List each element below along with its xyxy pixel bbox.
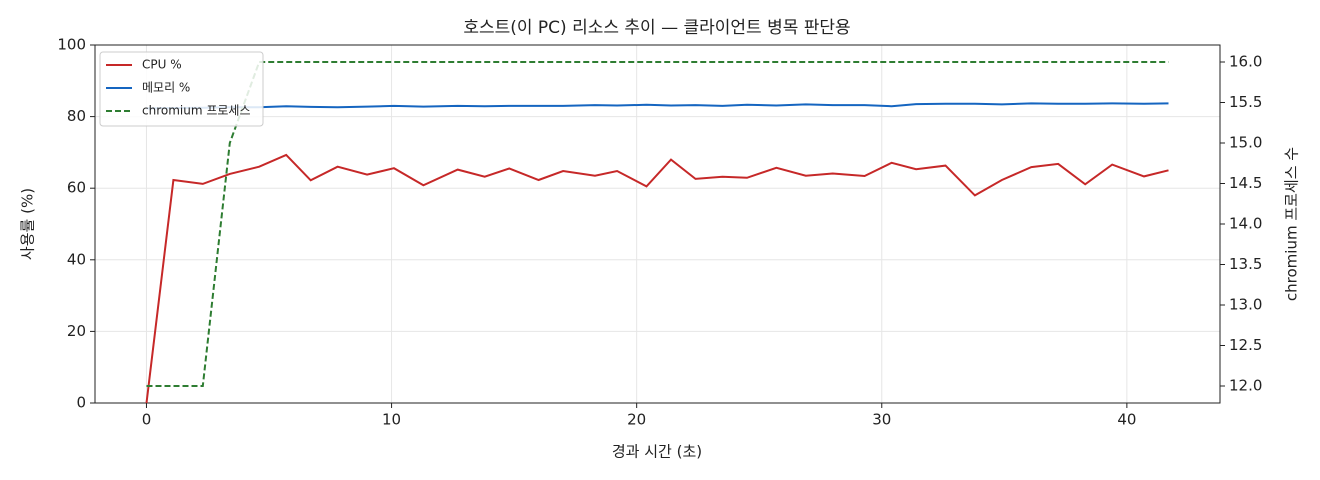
chart-title: 호스트(이 PC) 리소스 추이 — 클라이언트 병목 판단용	[463, 18, 850, 38]
series-line	[146, 102, 1169, 110]
series-line	[146, 61, 1169, 387]
y2-tick-label: 15.5	[1229, 93, 1262, 111]
legend: CPU % 메모리 % chromium 프로세스	[99, 51, 264, 127]
legend-label: 메모리 %	[142, 81, 190, 95]
y2-tick-label: 13.0	[1229, 295, 1262, 313]
x-tick-label: 30	[872, 411, 891, 429]
y2-axis-label: chromium 프로세스 수	[1283, 147, 1301, 301]
y2-tick-label: 14.5	[1229, 174, 1262, 192]
x-axis-label: 경과 시간 (초)	[612, 443, 702, 461]
y2-tick-label: 12.5	[1229, 336, 1262, 354]
y2-tick-label: 12.0	[1229, 376, 1262, 394]
y-tick-label: 100	[57, 36, 86, 54]
y-axis-label: 사용률 (%)	[19, 188, 37, 260]
legend-label: CPU %	[142, 58, 182, 72]
y2-tick-label: 14.0	[1229, 215, 1262, 233]
x-tick-label: 10	[382, 411, 401, 429]
y-tick-label: 40	[67, 250, 86, 268]
y-tick-label: 80	[67, 107, 86, 125]
y2-tick-label: 13.5	[1229, 255, 1262, 273]
x-tick-label: 20	[627, 411, 646, 429]
y-tick-label: 0	[76, 394, 86, 412]
series-line	[145, 153, 1169, 404]
x-tick-label: 40	[1117, 411, 1136, 429]
y2-tick-label: 16.0	[1229, 53, 1262, 71]
y2-tick-label: 15.0	[1229, 134, 1262, 152]
x-tick-label: 0	[142, 411, 152, 429]
y-tick-label: 20	[67, 322, 86, 340]
legend-label: chromium 프로세스	[142, 104, 251, 118]
legend-box	[99, 51, 264, 127]
y-tick-label: 60	[67, 179, 86, 197]
plot-frame	[94, 44, 1221, 404]
